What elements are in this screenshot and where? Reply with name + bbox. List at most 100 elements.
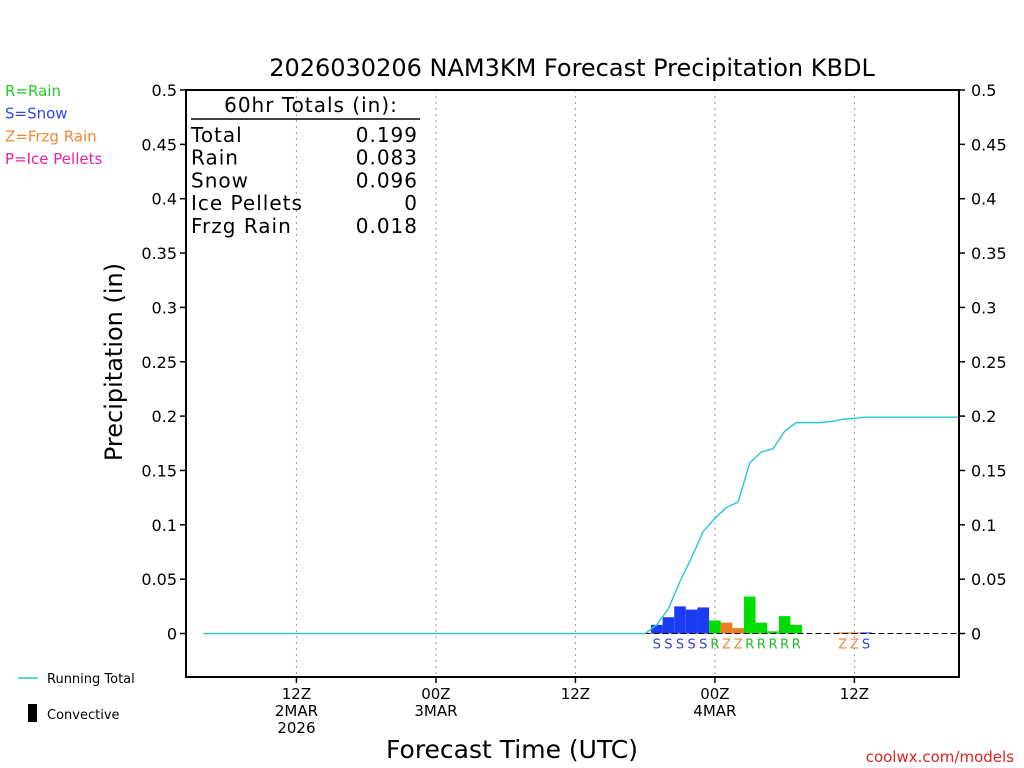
y-tick-label-right-4: 0.2 bbox=[971, 407, 996, 426]
bar-4 bbox=[697, 607, 710, 634]
x-tick-label-0-0: 12Z bbox=[282, 685, 311, 703]
y-tick-label-left-9: 0.45 bbox=[141, 135, 177, 154]
type-label-7: Z bbox=[734, 638, 743, 653]
y-tick-label-left-5: 0.25 bbox=[141, 353, 177, 372]
y-tick-label-left-4: 0.2 bbox=[152, 407, 177, 426]
totals-label-1: Rain bbox=[191, 146, 239, 170]
type-label-6: Z bbox=[722, 638, 731, 653]
x-tick-label-2-0: 12Z bbox=[561, 685, 590, 703]
y-tick-label-left-10: 0.5 bbox=[152, 81, 177, 100]
y-tick-label-left-1: 0.05 bbox=[141, 570, 177, 589]
totals-value-3: 0 bbox=[404, 191, 418, 215]
legend-type-3: P=Ice Pellets bbox=[5, 150, 102, 168]
bar-10 bbox=[767, 631, 779, 634]
totals-value-0: 0.199 bbox=[356, 123, 418, 147]
y-tick-label-right-5: 0.25 bbox=[971, 353, 1007, 372]
legend-running-total-label: Running Total bbox=[47, 672, 135, 687]
y-tick-label-right-2: 0.1 bbox=[971, 516, 996, 535]
chart-title: 2026030206 NAM3KM Forecast Precipitation… bbox=[269, 54, 875, 82]
x-tick-label-3-1: 4MAR bbox=[693, 702, 736, 720]
totals-label-3: Ice Pellets bbox=[191, 191, 303, 215]
legend-convective-label: Convective bbox=[47, 708, 120, 723]
precipitation-bars bbox=[650, 596, 872, 634]
totals-value-2: 0.096 bbox=[356, 168, 418, 192]
y-axis-ticks-right: 0 0.05 0.1 0.15 0.2 0.25 0.3 0.35 0.4 0.45 0.5 bbox=[959, 81, 1007, 644]
totals-label-2: Snow bbox=[191, 168, 249, 192]
bar-12 bbox=[790, 624, 803, 634]
bar-13 bbox=[836, 632, 849, 634]
y-tick-label-right-7: 0.35 bbox=[971, 244, 1007, 263]
legend-type-1: S=Snow bbox=[5, 105, 68, 123]
totals-header: 60hr Totals (in): bbox=[224, 93, 398, 117]
y-tick-label-right-6: 0.3 bbox=[971, 298, 996, 317]
type-label-2: S bbox=[676, 638, 684, 653]
y-tick-label-left-0: 0 bbox=[167, 625, 177, 644]
running-total-line bbox=[203, 416, 959, 635]
legend-type-2: Z=Frzg Rain bbox=[5, 127, 97, 145]
y-axis-ticks-left: 0 0.05 0.1 0.15 0.2 0.25 0.3 0.35 0.4 0.45 0.5 bbox=[141, 81, 186, 644]
y-tick-label-left-6: 0.3 bbox=[152, 298, 177, 317]
y-tick-label-right-10: 0.5 bbox=[971, 81, 996, 100]
y-tick-label-right-3: 0.15 bbox=[971, 461, 1007, 480]
legend-type-0: R=Rain bbox=[5, 82, 61, 100]
x-tick-label-4-0: 12Z bbox=[840, 685, 869, 703]
bar-8 bbox=[743, 596, 756, 634]
x-tick-label-1-0: 00Z bbox=[421, 685, 450, 703]
y-tick-label-left-3: 0.15 bbox=[141, 461, 177, 480]
type-label-10: R bbox=[768, 638, 777, 653]
y-tick-label-right-1: 0.05 bbox=[971, 570, 1007, 589]
credit-text: coolwx.com/models bbox=[866, 748, 1014, 766]
y-axis-label: Precipitation (in) bbox=[100, 263, 128, 461]
type-label-5: R bbox=[710, 638, 719, 653]
vertical-gridlines bbox=[295, 90, 855, 677]
totals-label-0: Total bbox=[190, 123, 243, 147]
y-tick-label-left-2: 0.1 bbox=[152, 516, 177, 535]
x-tick-label-0-2: 2026 bbox=[277, 719, 315, 737]
y-tick-label-right-8: 0.4 bbox=[971, 190, 996, 209]
type-label-14: Z bbox=[850, 638, 859, 653]
y-tick-label-right-9: 0.45 bbox=[971, 135, 1007, 154]
type-label-8: R bbox=[745, 638, 754, 653]
type-label-9: R bbox=[757, 638, 766, 653]
type-label-3: S bbox=[688, 638, 696, 653]
y-tick-label-left-7: 0.35 bbox=[141, 244, 177, 263]
bar-15 bbox=[860, 632, 872, 634]
legend-convective-swatch bbox=[28, 704, 37, 722]
y-tick-label-right-0: 0 bbox=[971, 625, 981, 644]
bar-1 bbox=[662, 617, 675, 634]
type-label-4: S bbox=[699, 638, 707, 653]
bar-7 bbox=[732, 628, 744, 634]
type-label-13: Z bbox=[838, 638, 847, 653]
precip-type-legend: R=Rain S=Snow Z=Frzg Rain P=Ice Pellets bbox=[5, 82, 102, 168]
type-label-11: R bbox=[780, 638, 789, 653]
type-label-1: S bbox=[664, 638, 672, 653]
bar-6 bbox=[720, 622, 733, 634]
totals-value-1: 0.083 bbox=[356, 146, 418, 170]
line-legend: Running Total Convective bbox=[18, 672, 135, 723]
bar-3 bbox=[685, 609, 698, 634]
x-axis-label: Forecast Time (UTC) bbox=[386, 735, 638, 764]
type-label-12: R bbox=[792, 638, 801, 653]
x-tick-label-1-1: 3MAR bbox=[414, 702, 457, 720]
plot-frame bbox=[185, 89, 960, 678]
x-tick-label-3-0: 00Z bbox=[700, 685, 729, 703]
bar-9 bbox=[755, 622, 768, 634]
totals-box: 60hr Totals (in): Total 0.199 Rain 0.083 Sno… bbox=[190, 93, 420, 238]
running-total-polyline bbox=[203, 416, 959, 635]
totals-label-4: Frzg Rain bbox=[191, 214, 292, 238]
bar-5 bbox=[709, 620, 721, 634]
bar-14 bbox=[848, 632, 861, 634]
y-tick-label-left-8: 0.4 bbox=[152, 190, 177, 209]
bar-2 bbox=[674, 606, 686, 634]
x-tick-label-0-1: 2MAR bbox=[275, 702, 318, 720]
bar-11 bbox=[778, 616, 791, 634]
type-label-0: S bbox=[653, 638, 661, 653]
totals-rows: Total 0.199 Rain 0.083 Snow 0.096 Ice Pellets 0… bbox=[190, 123, 418, 238]
type-label-15: S bbox=[862, 638, 870, 653]
bar-0 bbox=[650, 624, 663, 634]
totals-value-4: 0.018 bbox=[356, 214, 418, 238]
